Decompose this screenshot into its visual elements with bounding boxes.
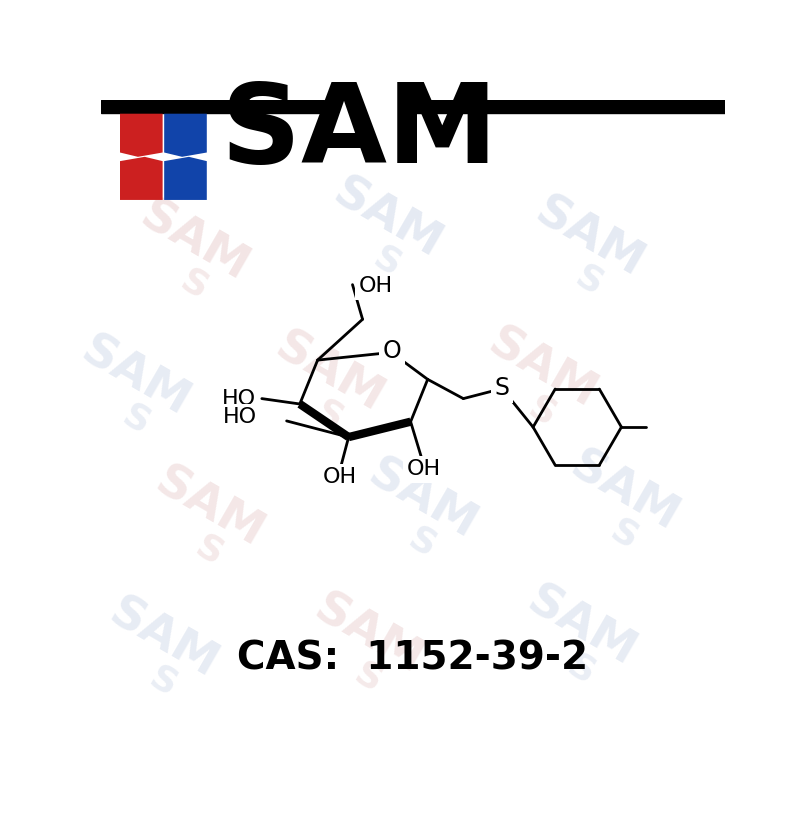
Text: SAM: SAM [562,443,686,542]
Text: SAM: SAM [325,171,450,268]
Text: S: S [522,390,562,433]
Text: HO: HO [221,389,256,409]
Text: S: S [349,656,388,699]
Text: S: S [569,260,609,302]
Text: S: S [494,376,510,400]
Text: SAM: SAM [360,451,485,549]
Text: SAM: SAM [101,590,225,688]
Text: S: S [309,394,349,437]
Text: SAM: SAM [131,193,256,291]
Text: S: S [189,529,229,572]
Bar [101,100,324,113]
Text: S: S [604,513,643,556]
Text: S: S [116,399,155,441]
Bar [405,100,724,113]
Text: S: S [142,660,183,702]
Text: S: S [402,522,442,564]
Text: CAS:  1152-39-2: CAS: 1152-39-2 [237,639,588,677]
Text: SAM: SAM [73,328,198,426]
Text: HO: HO [223,407,257,427]
Text: OH: OH [407,459,441,479]
Polygon shape [164,156,207,200]
Text: OH: OH [322,467,357,488]
Polygon shape [164,114,207,156]
Text: SAM: SAM [526,190,651,287]
Text: S: S [561,648,601,691]
Polygon shape [120,156,163,200]
Text: O: O [382,339,402,363]
Text: SAM: SAM [147,459,271,557]
Text: S: S [368,240,407,283]
Text: SAM: SAM [480,320,605,418]
Text: SAM: SAM [221,79,497,186]
Text: SAM: SAM [519,578,643,676]
Text: S: S [174,264,213,306]
Text: SAM: SAM [306,586,430,684]
Polygon shape [120,114,163,156]
Text: SAM: SAM [267,324,391,422]
Text: OH: OH [359,276,393,296]
